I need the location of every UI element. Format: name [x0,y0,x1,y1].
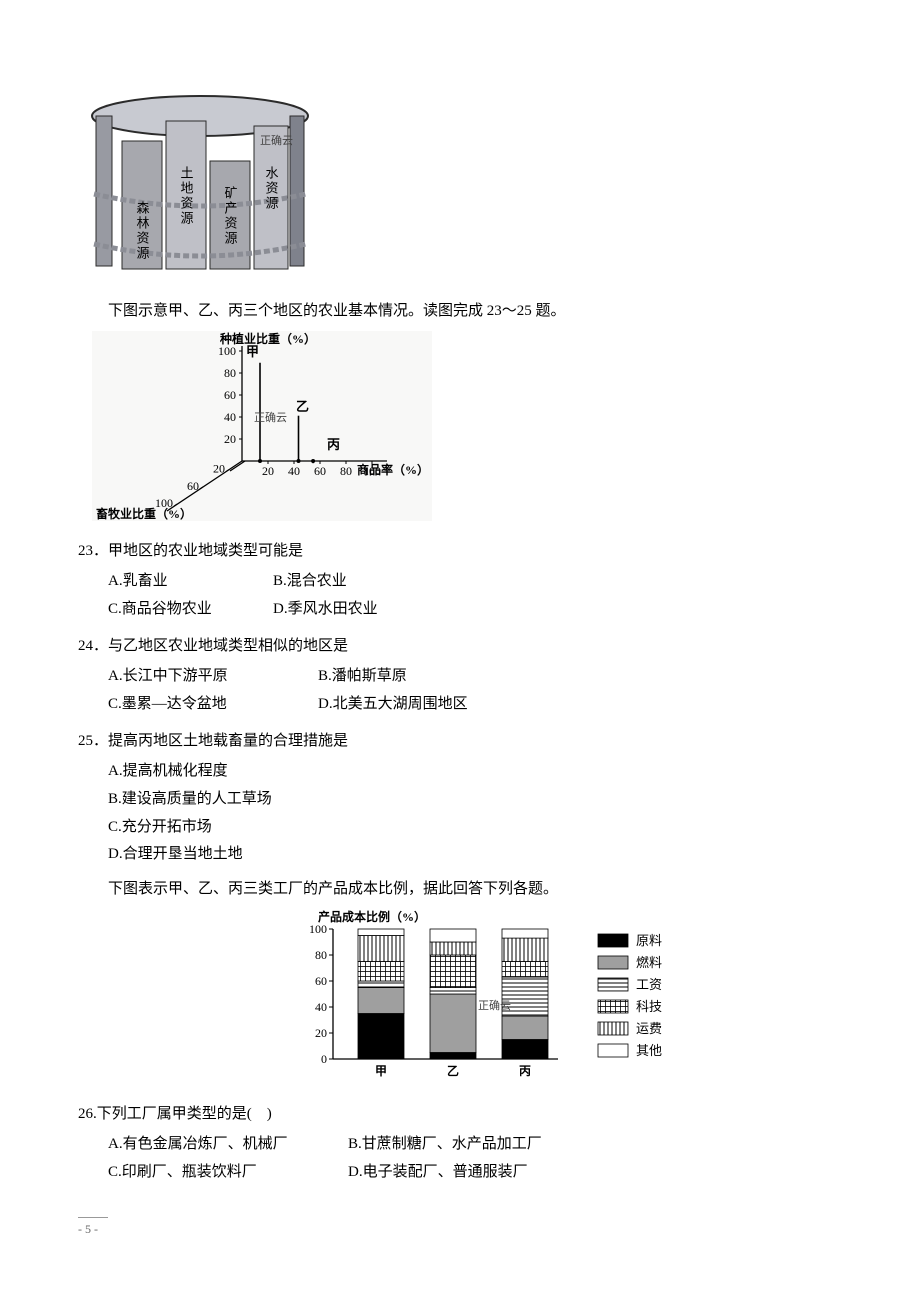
q26-opt-a: A.有色金属冶炼厂、机械厂 [108,1131,348,1159]
q24-opt-c: C.墨累—达令盆地 [108,691,318,719]
svg-text:60: 60 [315,974,327,988]
q26-stem: 下列工厂属甲类型的是( ) [97,1106,272,1122]
q25-number: 25． [78,733,108,749]
q26-opt-d: D.电子装配厂、普通服装厂 [348,1164,528,1180]
svg-text:20: 20 [262,464,274,478]
svg-text:40: 40 [315,1000,327,1014]
question-25: 25．提高丙地区土地载畜量的合理措施是 [78,729,842,755]
q23-opt-d: D.季风水田农业 [273,596,438,624]
svg-text:乙: 乙 [447,1064,459,1078]
q25-opt-c: C.充分开拓市场 [108,814,842,842]
point-label-a: 甲 [246,344,259,359]
figure-barrel: 森林资源 土地资源 矿产资源 水资源 正确云 [78,86,842,281]
axis-label-x: 商品率（%） [357,462,429,477]
figure-3axis: 20406080100 20406080100 2060100 种植业比重（%）… [78,331,842,521]
svg-text:60: 60 [187,478,199,492]
svg-text:20: 20 [213,461,225,475]
figure-stacked-bars: 产品成本比例（%） 0 20 40 60 80 100 甲 乙 丙 正确云 原料燃料工资科技运… [78,909,842,1084]
svg-text:丙: 丙 [519,1064,531,1078]
q23-number: 23． [78,543,108,559]
svg-text:原料: 原料 [636,933,662,948]
q23-opt-c: C.商品谷物农业 [108,596,273,624]
point-label-b: 乙 [296,399,309,414]
q25-opt-d: D.合理开垦当地土地 [108,841,842,869]
svg-text:其他: 其他 [636,1043,662,1058]
watermark-2: 正确云 [254,411,287,424]
svg-text:科技: 科技 [636,999,662,1014]
svg-text:40: 40 [224,410,236,424]
point-label-c: 丙 [327,437,340,452]
page-number: - 5 - [78,1217,108,1237]
q23-stem: 甲地区的农业地域类型可能是 [108,543,303,559]
watermark-3: 正确云 [478,999,511,1012]
q26-number: 26. [78,1106,97,1122]
q24-opt-d: D.北美五大湖周围地区 [318,691,483,719]
q25-opt-a: A.提高机械化程度 [108,758,842,786]
svg-text:60: 60 [224,388,236,402]
svg-text:20: 20 [224,432,236,446]
svg-text:60: 60 [314,464,326,478]
q25-stem: 提高丙地区土地载畜量的合理措施是 [108,733,348,749]
svg-text:40: 40 [288,464,300,478]
q24-stem: 与乙地区农业地域类型相似的地区是 [108,638,348,654]
q24-number: 24． [78,638,108,654]
intro-text-1: 下图示意甲、乙、丙三个地区的农业基本情况。读图完成 23～25 题。 [78,299,842,325]
svg-text:甲: 甲 [375,1064,387,1078]
q23-opt-b: B.混合农业 [273,568,438,596]
svg-text:100: 100 [309,922,327,936]
q24-opt-a: A.长江中下游平原 [108,663,318,691]
stave-label-water: 水资源 [264,166,279,211]
svg-text:80: 80 [224,366,236,380]
svg-text:运费: 运费 [636,1021,662,1036]
watermark: 正确云 [260,134,293,147]
svg-text:100: 100 [218,344,236,358]
svg-text:工资: 工资 [636,977,662,992]
intro-text-2: 下图表示甲、乙、丙三类工厂的产品成本比例，据此回答下列各题。 [78,877,842,903]
question-23: 23．甲地区的农业地域类型可能是 [78,539,842,565]
svg-text:20: 20 [315,1026,327,1040]
q23-opt-a: A.乳畜业 [108,568,273,596]
question-26: 26.下列工厂属甲类型的是( ) [78,1102,842,1128]
svg-text:0: 0 [321,1052,327,1066]
svg-text:80: 80 [340,464,352,478]
stave-label-mineral: 矿产资源 [223,186,238,246]
q25-opt-b: B.建设高质量的人工草场 [108,786,842,814]
stave-label-forest: 森林资源 [135,201,150,261]
q24-opt-b: B.潘帕斯草原 [318,663,483,691]
q26-opt-b: B.甘蔗制糖厂、水产品加工厂 [348,1136,542,1152]
question-24: 24．与乙地区农业地域类型相似的地区是 [78,634,842,660]
axis-label-y: 种植业比重（%） [219,331,316,346]
fig3-ylabel: 产品成本比例（%） [318,909,426,924]
svg-text:燃料: 燃料 [636,955,662,970]
q26-opt-c: C.印刷厂、瓶装饮料厂 [108,1159,348,1187]
axis-label-z: 畜牧业比重（%） [96,506,192,521]
svg-text:80: 80 [315,948,327,962]
stave-label-land: 土地资源 [179,166,194,226]
